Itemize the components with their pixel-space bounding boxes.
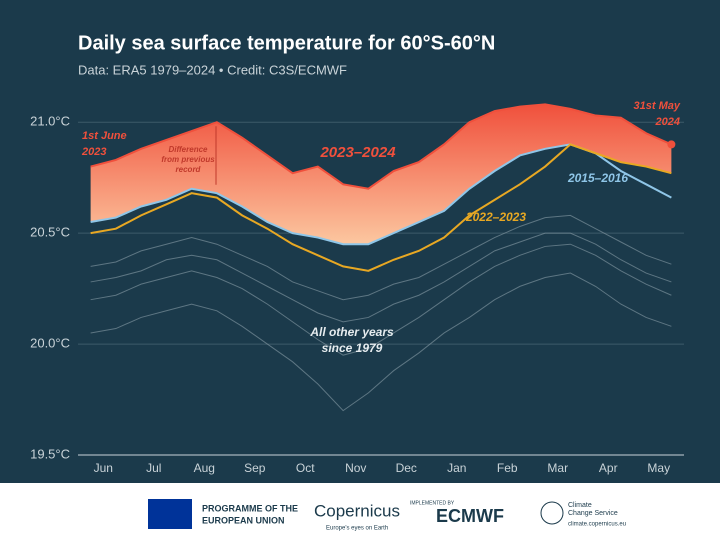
x-tick-label: Jan	[447, 461, 466, 475]
footer-bg	[0, 483, 720, 543]
eu-text: PROGRAMME OF THE	[202, 503, 298, 513]
eu-text: EUROPEAN UNION	[202, 515, 285, 525]
copernicus-logo: Copernicus	[314, 501, 400, 520]
record-gap	[90, 104, 672, 245]
x-tick-label: Aug	[194, 461, 215, 475]
ecmwf-logo: ECMWF	[436, 506, 504, 526]
annotation: All other years	[309, 325, 394, 339]
end-point	[667, 140, 676, 149]
other-year-line	[90, 214, 672, 301]
c3s-icon	[540, 501, 564, 525]
other-year-line	[90, 243, 672, 356]
x-tick-label: Apr	[599, 461, 618, 475]
x-tick-label: Dec	[396, 461, 417, 475]
y-tick-label: 21.0°C	[30, 114, 70, 129]
y-tick-label: 19.5°C	[30, 446, 70, 461]
x-tick-label: Jul	[146, 461, 161, 475]
annotation: since 1979	[322, 341, 383, 355]
annotation: 2024	[655, 116, 680, 128]
x-tick-label: Jun	[94, 461, 113, 475]
annotation: 31st May	[634, 100, 681, 112]
implemented: IMPLEMENTED BY	[410, 500, 455, 506]
annotation: Difference	[169, 145, 209, 154]
y-tick-label: 20.5°C	[30, 225, 70, 240]
c3s-text: Change Service	[568, 510, 618, 517]
eu-flag	[148, 499, 192, 529]
other-year-line	[90, 232, 672, 323]
series-label: 2015–2016	[567, 171, 628, 185]
x-tick-label: May	[647, 461, 670, 475]
series-line	[90, 143, 672, 272]
annotation: from previous	[161, 155, 215, 164]
series-label: 2023–2024	[319, 144, 396, 161]
annotation: record	[176, 165, 202, 174]
c3s-url: climate.copernicus.eu	[568, 522, 626, 528]
c3s-text: Climate	[568, 502, 592, 509]
annotation: 1st June	[82, 130, 127, 142]
chart-title: Daily sea surface temperature for 60°S-6…	[78, 32, 495, 54]
x-tick-label: Mar	[547, 461, 568, 475]
annotation: 2023	[81, 146, 106, 158]
copernicus-tag: Europe's eyes on Earth	[326, 526, 388, 532]
series-line	[90, 103, 672, 190]
subtitle: Data: ERA5 1979–2024 • Credit: C3S/ECMWF	[78, 62, 347, 77]
x-tick-label: Feb	[497, 461, 518, 475]
x-tick-label: Nov	[345, 461, 366, 475]
x-tick-label: Sep	[244, 461, 266, 475]
y-tick-label: 20.0°C	[30, 336, 70, 351]
series-label: 2022–2023	[465, 210, 526, 224]
other-year-line	[90, 272, 672, 412]
x-tick-label: Oct	[296, 461, 315, 475]
